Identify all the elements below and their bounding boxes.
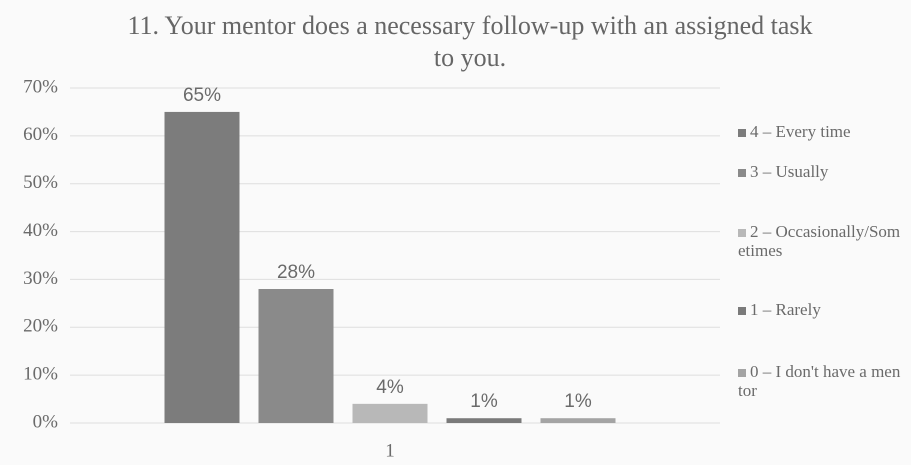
legend-label: 1 – Rarely xyxy=(750,300,821,319)
legend-label: 2 – Occasionally/Sometimes xyxy=(738,222,901,260)
bar xyxy=(352,403,428,423)
bar xyxy=(164,111,240,423)
bar xyxy=(258,289,334,423)
chart-title: 11. Your mentor does a necessary follow-… xyxy=(127,11,813,72)
legend-swatch xyxy=(738,169,746,177)
legend: 4 – Every time 3 – Usually 2 – Occasionall… xyxy=(738,0,908,465)
y-tick-label: 70% xyxy=(23,76,58,97)
legend-entry: 2 – Occasionally/Sometimes xyxy=(738,222,903,260)
bar xyxy=(446,418,522,423)
y-tick-label: 40% xyxy=(23,220,58,241)
legend-entry: 1 – Rarely xyxy=(738,300,903,319)
legend-entry: 4 – Every time xyxy=(738,122,903,141)
data-label: 65% xyxy=(183,85,221,106)
legend-swatch xyxy=(738,307,746,315)
legend-swatch xyxy=(738,129,746,137)
bar xyxy=(540,418,616,423)
data-label: 1% xyxy=(564,391,592,412)
y-tick-label: 20% xyxy=(23,316,58,337)
data-label: 1% xyxy=(470,391,498,412)
y-tick-label: 0% xyxy=(33,411,59,432)
y-tick-label: 10% xyxy=(23,364,58,385)
legend-swatch xyxy=(738,369,746,377)
y-tick-label: 50% xyxy=(23,172,58,193)
data-label: 28% xyxy=(277,262,315,283)
legend-label: 3 – Usually xyxy=(750,162,829,181)
legend-swatch xyxy=(738,229,746,237)
legend-entry: 3 – Usually xyxy=(738,162,903,181)
y-tick-label: 30% xyxy=(23,268,58,289)
data-label: 4% xyxy=(376,377,404,398)
legend-label: 4 – Every time xyxy=(750,122,851,141)
x-tick-label: 1 xyxy=(385,440,395,461)
y-tick-label: 60% xyxy=(23,124,58,145)
legend-label: 0 – I don't have a mentor xyxy=(738,362,901,400)
legend-entry: 0 – I don't have a mentor xyxy=(738,362,903,400)
